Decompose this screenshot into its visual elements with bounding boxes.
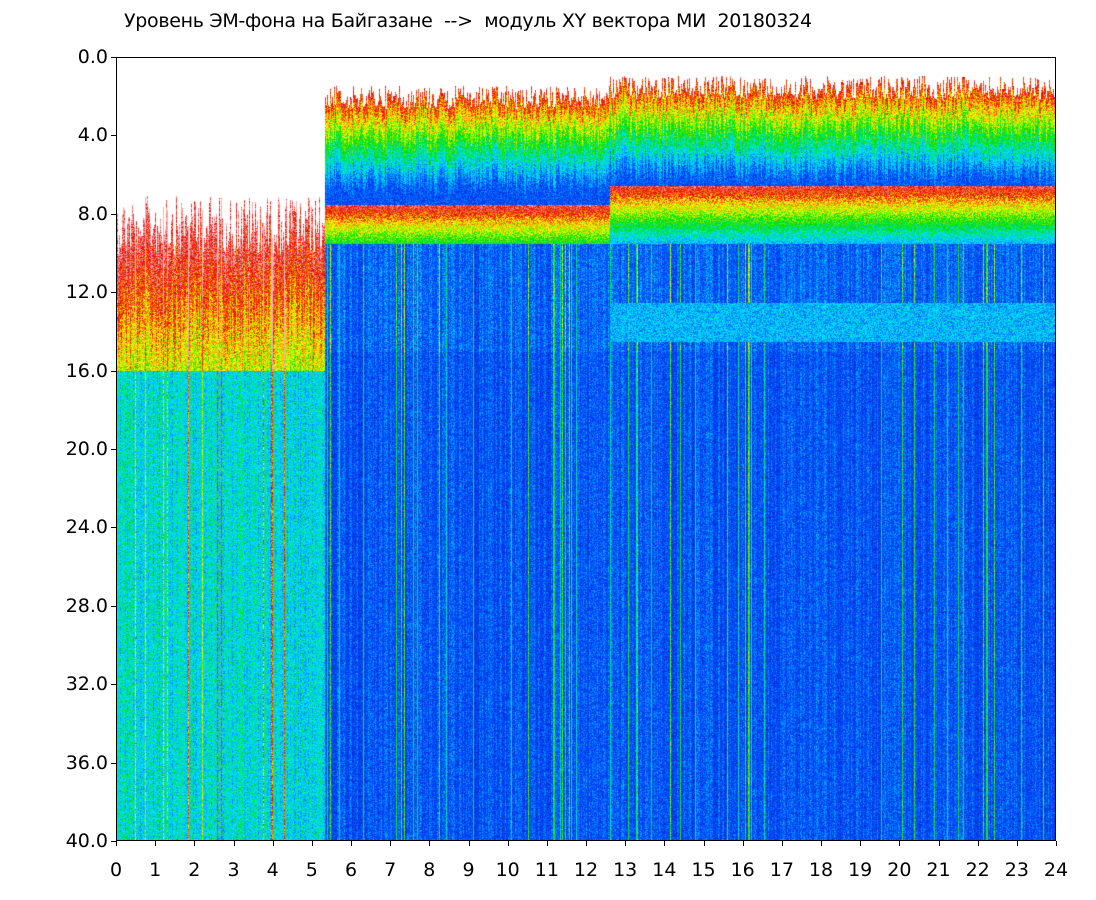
x-tick-label: 17	[769, 859, 794, 881]
y-tick-label: 32.0	[65, 673, 108, 696]
x-tick-mark	[625, 841, 627, 846]
y-tick-mark	[111, 605, 116, 607]
y-tick-label: 24.0	[65, 516, 108, 539]
x-tick-label: 11	[534, 859, 559, 881]
x-tick-mark	[233, 841, 235, 846]
y-tick-mark	[111, 449, 116, 450]
x-tick-mark	[860, 841, 862, 846]
x-tick-label: 6	[344, 859, 358, 881]
x-tick-label: 22	[965, 859, 990, 881]
x-tick-mark	[155, 841, 157, 846]
y-tick-label: 40.0	[65, 830, 108, 852]
y-tick-mark	[111, 57, 116, 58]
x-tick-label: 15	[691, 859, 716, 881]
y-tick-mark	[111, 213, 116, 215]
y-tick-label: 4.0	[77, 124, 108, 147]
spectrogram-heatmap	[117, 58, 1055, 840]
x-tick-label: 7	[384, 859, 397, 881]
y-tick-label: 20.0	[65, 438, 108, 460]
x-tick-mark	[390, 841, 392, 846]
y-tick-label: 36.0	[65, 751, 108, 774]
x-tick-mark	[311, 841, 313, 846]
x-tick-label: 2	[188, 859, 201, 881]
x-tick-label: 24	[1043, 859, 1069, 881]
y-tick-mark	[111, 762, 116, 764]
x-tick-label: 1	[149, 859, 162, 881]
y-tick-mark	[111, 370, 116, 372]
x-tick-mark	[351, 841, 352, 846]
x-tick-mark	[194, 841, 196, 846]
y-tick-label: 28.0	[65, 594, 108, 617]
x-tick-mark	[664, 841, 666, 846]
x-tick-label: 13	[613, 859, 638, 881]
x-tick-label: 12	[573, 859, 599, 881]
x-tick-mark	[938, 841, 940, 846]
plot-area	[116, 57, 1056, 841]
x-tick-label: 14	[652, 859, 677, 881]
y-tick-mark	[111, 841, 116, 842]
x-tick-mark	[1056, 841, 1057, 846]
y-tick-mark	[111, 684, 116, 686]
x-tick-mark	[977, 841, 979, 846]
x-tick-label: 3	[227, 859, 240, 881]
y-tick-label: 8.0	[77, 202, 108, 225]
x-tick-mark	[742, 841, 744, 846]
y-tick-label: 0.0	[77, 46, 108, 68]
x-tick-mark	[468, 841, 470, 846]
x-tick-label: 10	[495, 859, 520, 881]
x-tick-mark	[781, 841, 783, 846]
x-tick-label: 18	[808, 859, 834, 881]
x-tick-mark	[586, 841, 587, 846]
x-tick-mark	[429, 841, 431, 846]
x-tick-label: 9	[462, 859, 475, 881]
x-tick-label: 23	[1004, 859, 1029, 881]
chart-title: Уровень ЭМ-фона на Байгазане --> модуль …	[124, 10, 812, 32]
x-tick-mark	[116, 841, 117, 846]
x-tick-label: 16	[730, 859, 755, 881]
x-tick-label: 5	[305, 859, 318, 881]
x-tick-mark	[899, 841, 901, 846]
x-tick-label: 20	[887, 859, 912, 881]
x-tick-label: 0	[109, 859, 123, 881]
y-tick-label: 12.0	[65, 281, 108, 304]
x-tick-mark	[546, 841, 548, 846]
x-tick-label: 4	[266, 859, 279, 881]
x-tick-label: 8	[423, 859, 436, 881]
x-tick-label: 19	[848, 859, 873, 881]
x-tick-mark	[272, 841, 274, 846]
y-tick-mark	[111, 135, 116, 137]
x-tick-mark	[821, 841, 822, 846]
y-tick-mark	[111, 527, 116, 529]
x-tick-label: 21	[926, 859, 951, 881]
x-tick-mark	[703, 841, 705, 846]
y-tick-mark	[111, 292, 116, 294]
y-tick-label: 16.0	[65, 359, 108, 382]
x-tick-mark	[507, 841, 509, 846]
x-tick-mark	[1016, 841, 1018, 846]
